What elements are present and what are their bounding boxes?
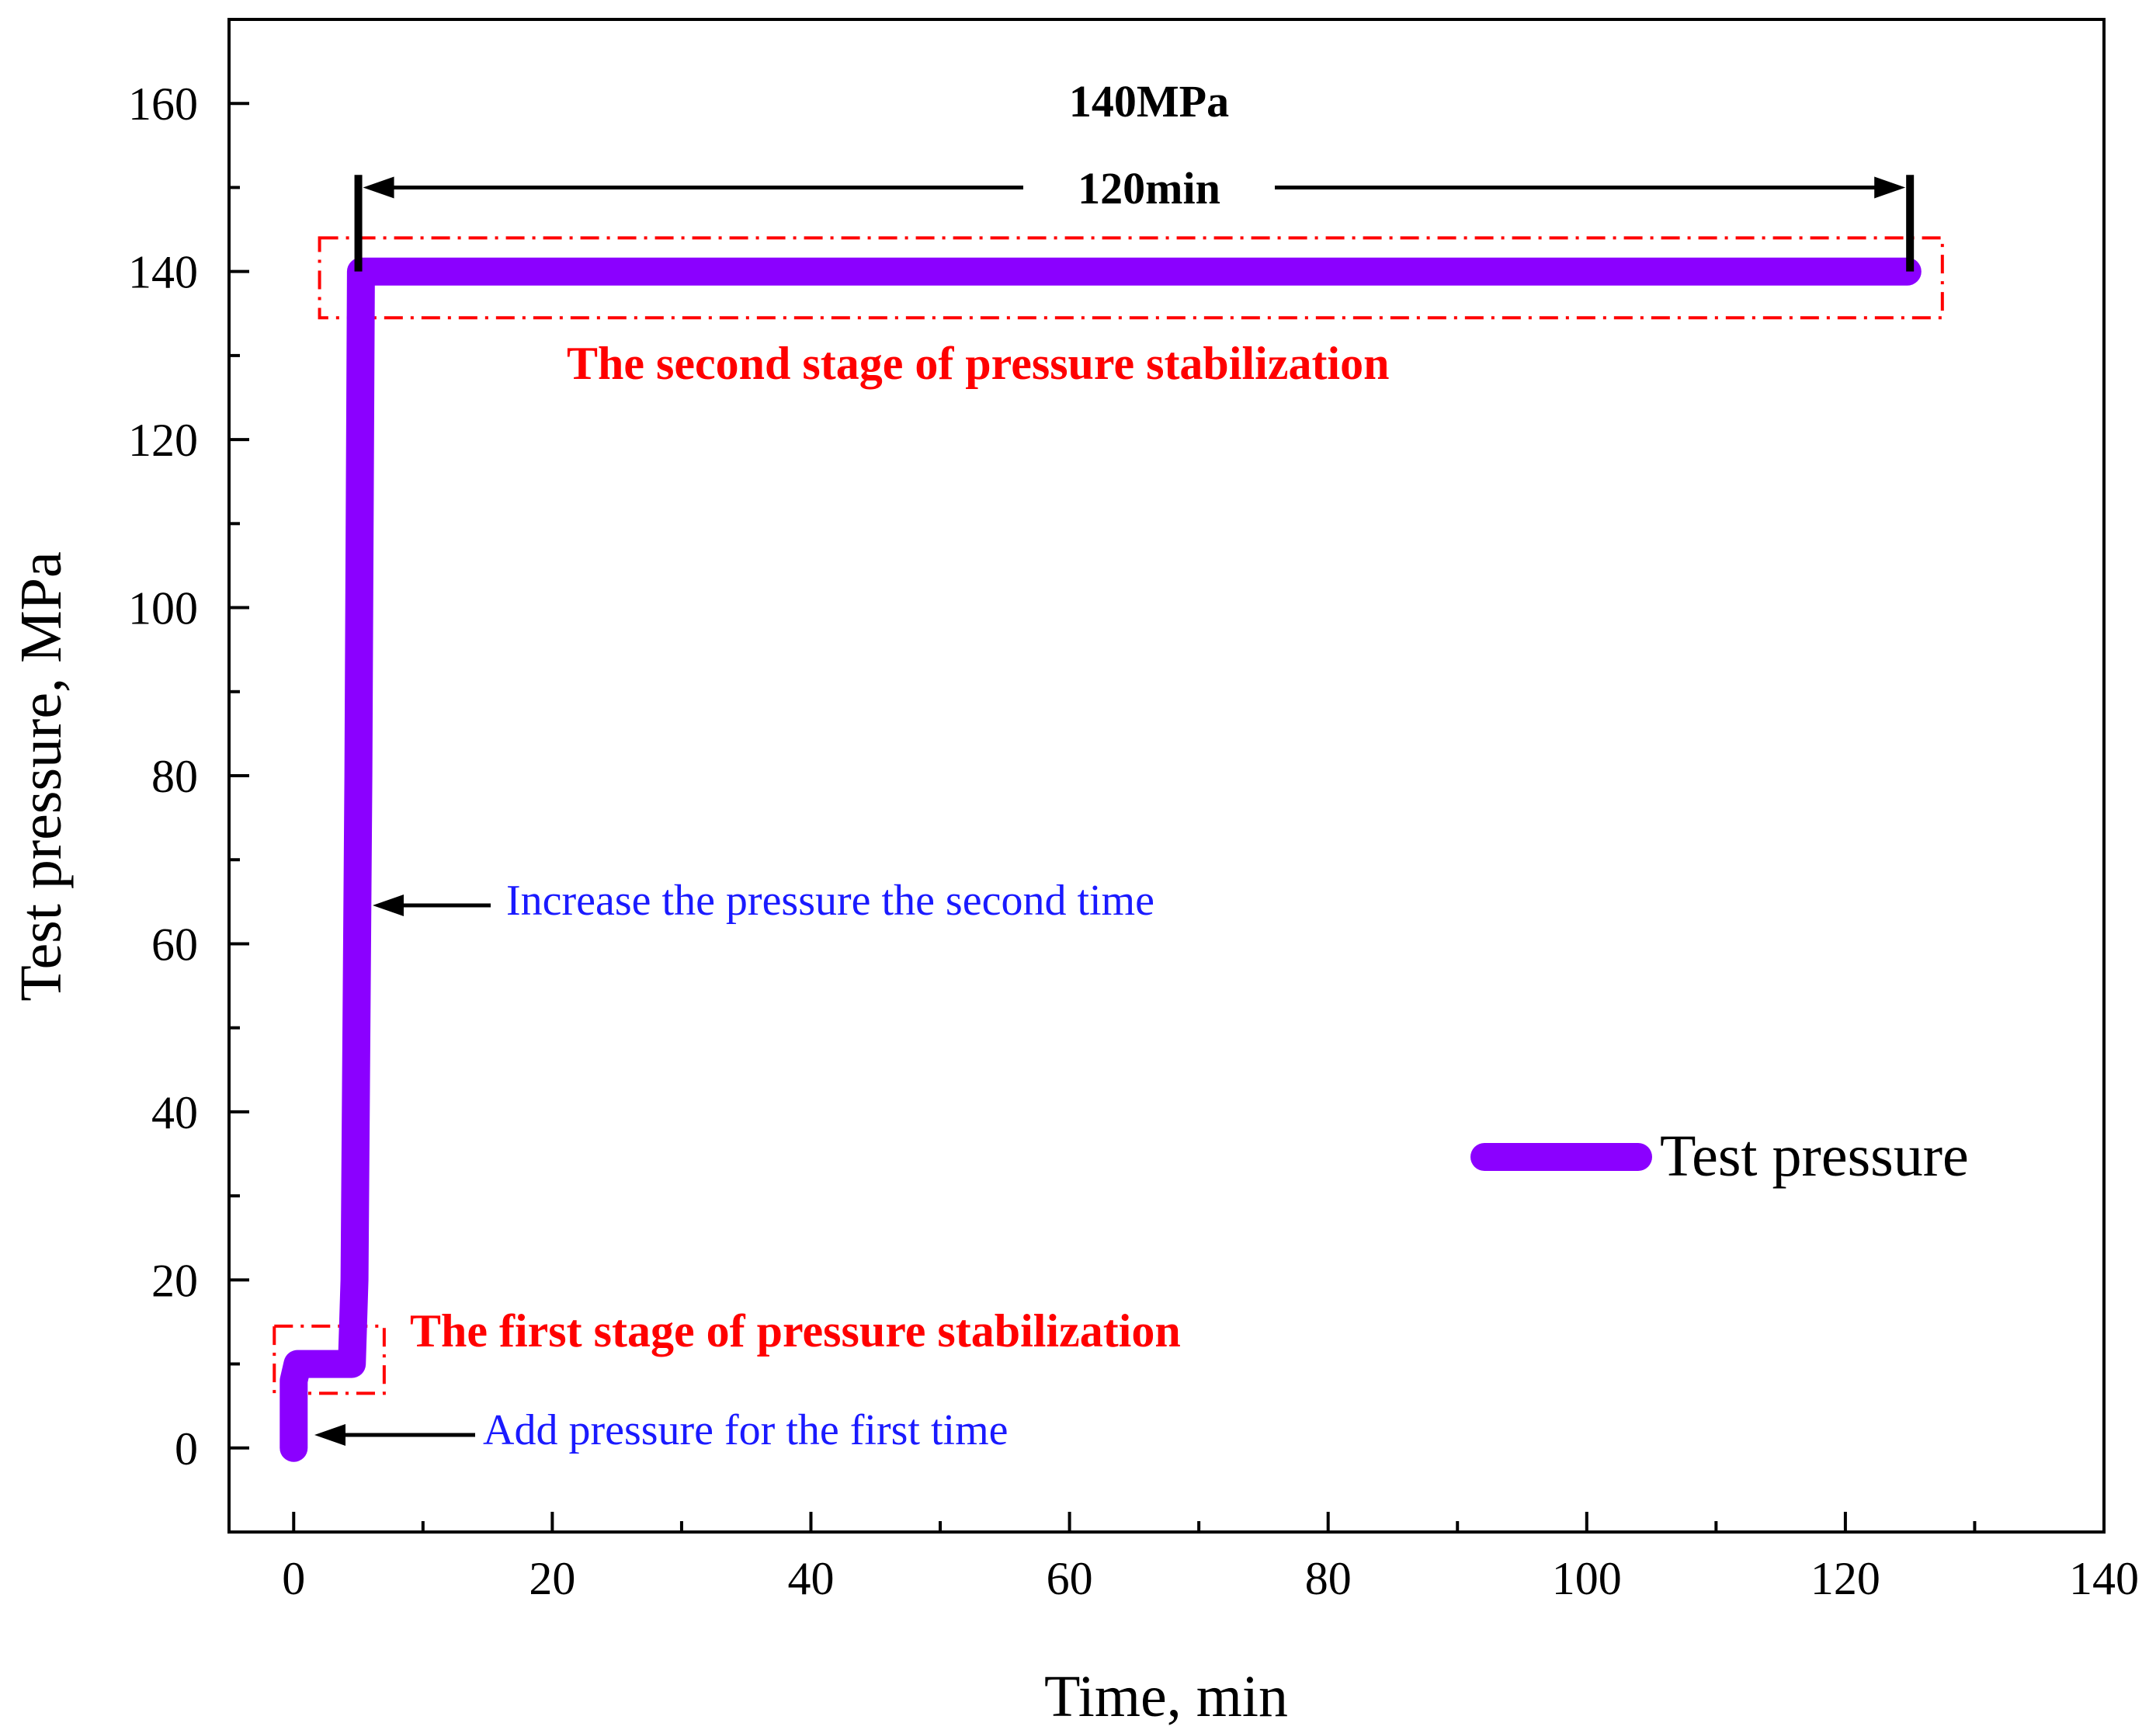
x-tick-label: 40	[787, 1553, 834, 1604]
legend-label: Test pressure	[1660, 1124, 1969, 1189]
axis-ticks	[229, 18, 2106, 1534]
y-tick-label: 120	[128, 415, 198, 466]
duration-arrowhead-right	[1874, 176, 1906, 199]
y-tick-label: 100	[128, 583, 198, 634]
y-tick-label: 140	[128, 247, 198, 298]
x-tick-label: 20	[529, 1553, 575, 1604]
add-note-label: Add pressure for the first time	[483, 1406, 1008, 1454]
top-value-label: 140MPa	[1069, 76, 1229, 127]
y-tick-label: 20	[151, 1255, 198, 1306]
y-tick-label: 60	[151, 919, 198, 970]
y-tick-label: 80	[151, 751, 198, 802]
duration-label: 120min	[1078, 163, 1220, 214]
second-stage-label: The second stage of pressure stabilizati…	[567, 338, 1389, 389]
first-stage-box	[273, 1324, 386, 1395]
increase-note-label: Increase the pressure the second time	[506, 877, 1154, 925]
x-tick-label: 80	[1305, 1553, 1352, 1604]
legend: Test pressure	[1470, 1124, 1969, 1189]
test-pressure-line	[279, 257, 1922, 1462]
y-tick-label: 160	[128, 78, 198, 130]
second-stage-box	[318, 236, 1944, 320]
increase-note-arrowhead	[373, 895, 404, 916]
x-tick-label: 120	[1811, 1553, 1880, 1604]
x-axis-title: Time, min	[1044, 1664, 1288, 1729]
x-tick-label: 140	[2069, 1553, 2139, 1604]
y-tick-label: 0	[175, 1423, 198, 1475]
x-tick-label: 100	[1552, 1553, 1622, 1604]
x-tick-label: 0	[282, 1553, 305, 1604]
duration-arrowhead-left	[363, 176, 394, 199]
first-stage-label: The first stage of pressure stabilizatio…	[410, 1305, 1181, 1357]
y-axis-title: Test pressure, MPa	[9, 551, 74, 1001]
y-tick-label: 40	[151, 1087, 198, 1138]
tick-labels: 0 20 40 60 80 100 120 140 0 20 40 60 80 100 120 140 160	[128, 78, 2139, 1604]
add-note-arrowhead	[314, 1424, 345, 1446]
x-tick-label: 60	[1047, 1553, 1093, 1604]
